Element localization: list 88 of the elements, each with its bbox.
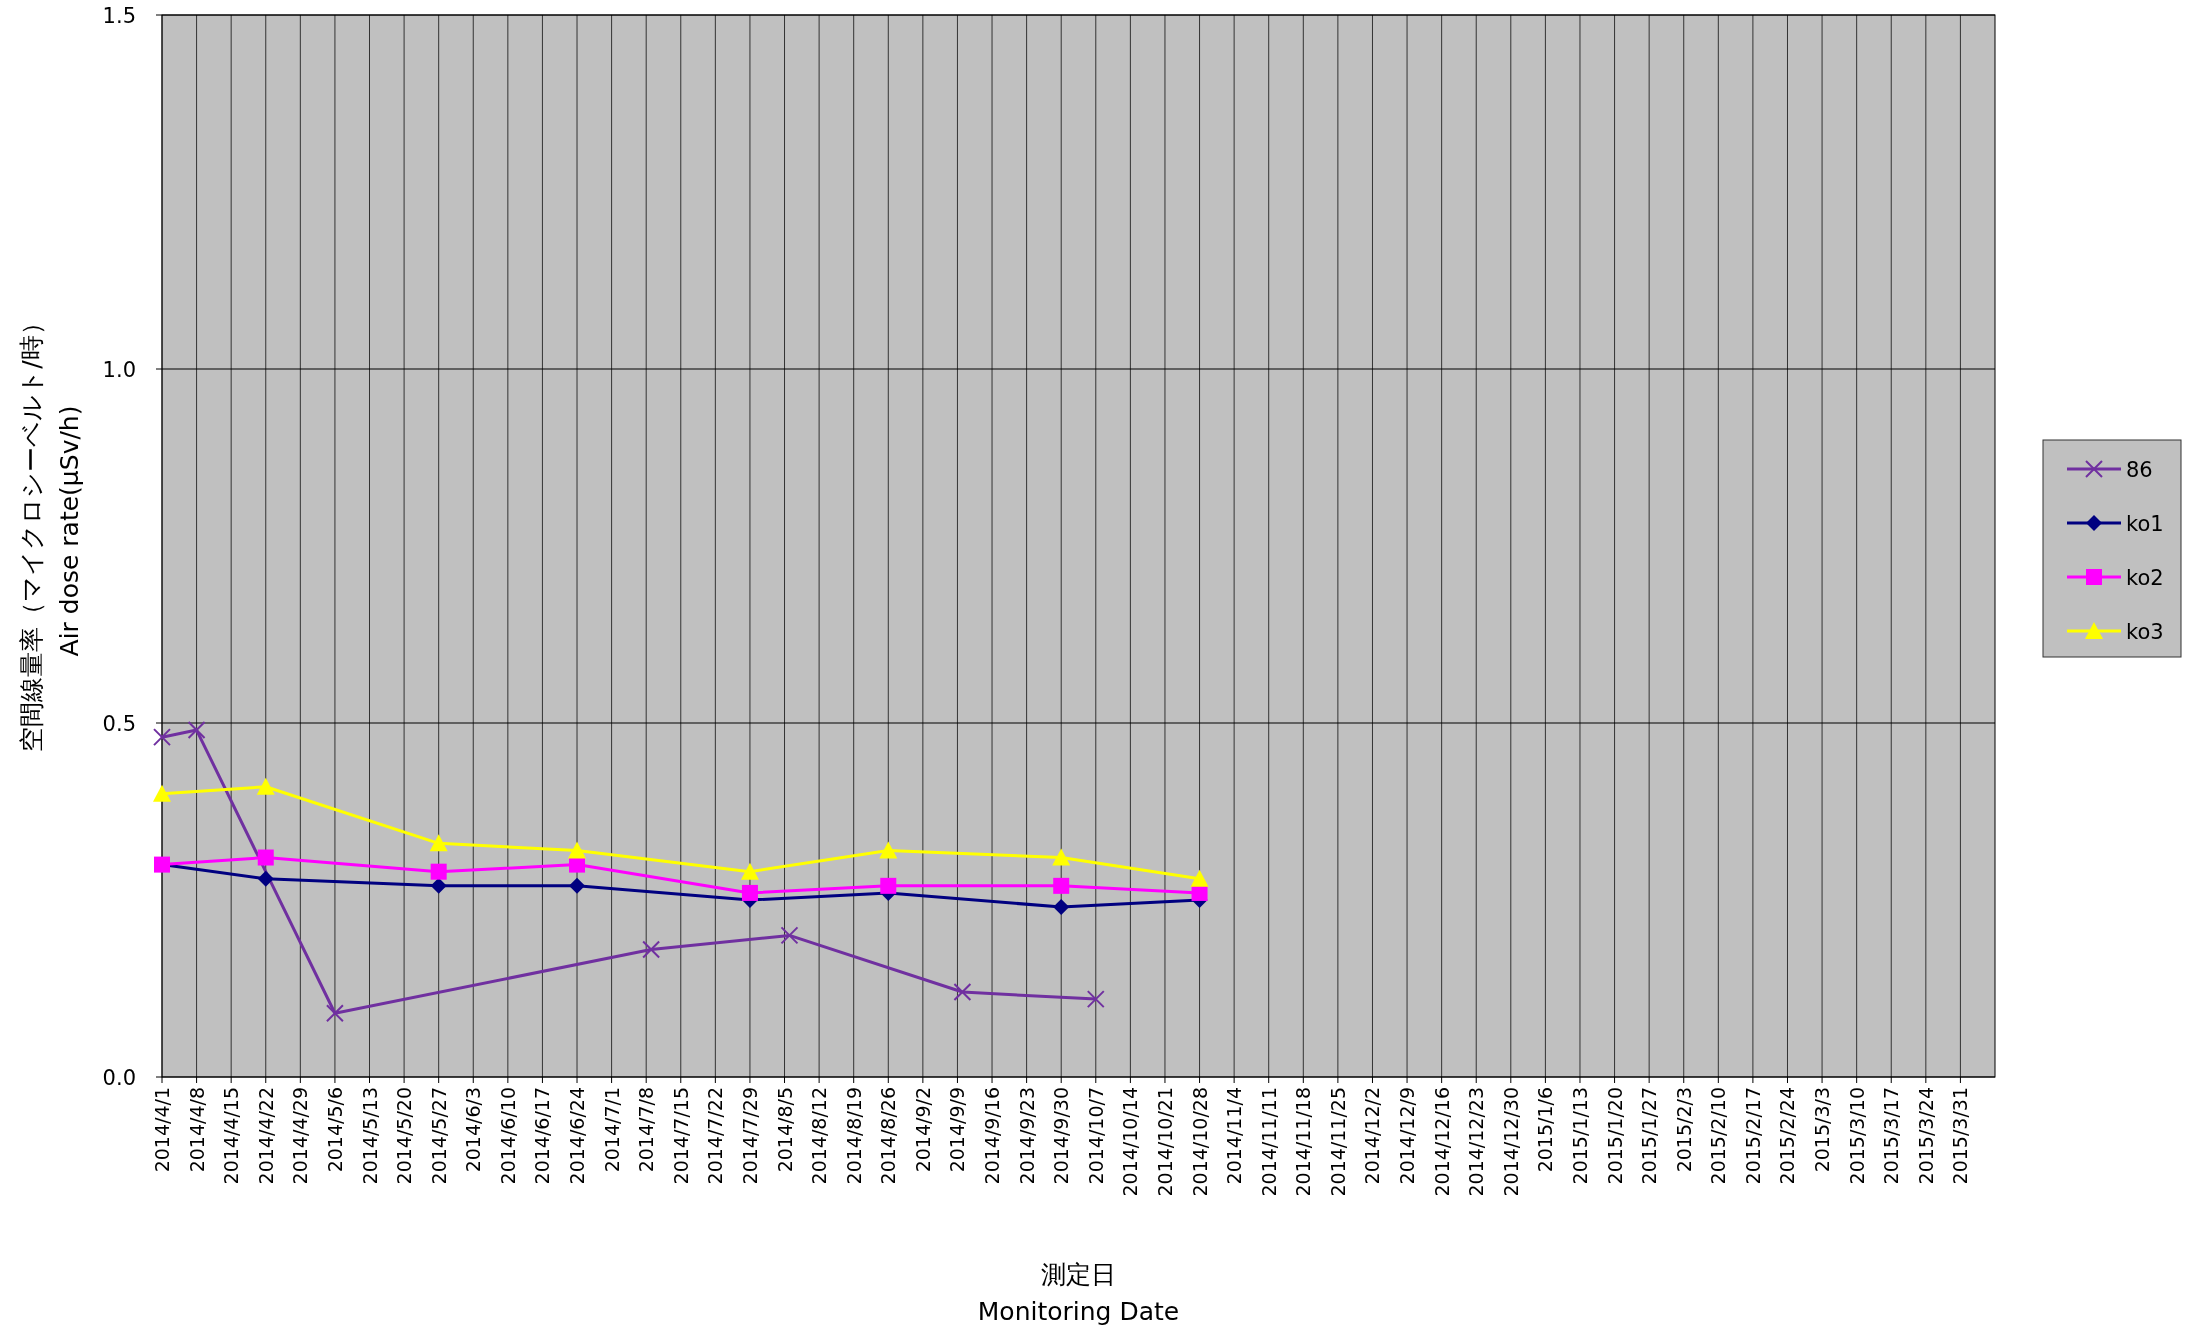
x-tick-label: 2014/12/30 [1499,1087,1522,1197]
x-tick-label: 2015/3/17 [1880,1087,1903,1185]
x-tick-label: 2015/2/24 [1776,1087,1799,1185]
point [568,841,587,859]
x-tick-label: 2015/1/6 [1534,1087,1557,1173]
x-tick-label: 2014/8/5 [773,1087,796,1173]
x-tick-label: 2014/9/9 [946,1087,969,1173]
x-tick-label: 2015/1/27 [1638,1087,1661,1185]
x-tick-label: 2014/12/16 [1430,1087,1453,1197]
x-tick-label: 2014/10/21 [1153,1087,1176,1197]
point [741,884,758,901]
x-tick-label: 2014/11/25 [1326,1087,1349,1197]
point [1190,869,1209,887]
x-tick-label: 2014/4/15 [220,1087,243,1185]
x-tick-label: 2015/1/13 [1568,1087,1591,1185]
x-tick-label: 2014/4/1 [151,1087,173,1173]
point [1086,990,1105,1009]
point [430,877,447,894]
y-tick-label: 0.0 [102,1066,136,1090]
point [257,849,274,866]
point [153,728,171,747]
point [880,877,897,894]
point [953,983,972,1002]
x-tick-label: 2014/9/23 [1015,1087,1038,1185]
x-tick-label: 2014/6/10 [496,1087,519,1185]
point [569,856,586,873]
x-tick-label: 2014/7/1 [600,1087,623,1173]
point [430,863,447,880]
point [153,784,171,802]
x-tick-label: 2014/5/13 [358,1087,381,1185]
x-tick-label: 2014/9/16 [981,1087,1004,1185]
x-tick-label: 2015/2/10 [1707,1087,1730,1185]
point [325,1004,344,1023]
point [429,834,448,852]
x-tick-label: 2014/8/19 [842,1087,865,1185]
point [256,777,275,795]
x-tick-label: 2014/9/30 [1050,1087,1073,1185]
legend-label: ko3 [2126,620,2164,644]
y-axis-title: 空間線量率（マイクロシーベルト/時） Air dose rate(μSv/h) [17,310,84,752]
x-tick-label: 2014/7/8 [635,1087,658,1173]
point [780,926,799,945]
point [187,721,206,740]
legend-label: 86 [2126,458,2153,482]
x-tick-label: 2014/9/2 [911,1087,934,1173]
x-tick-label: 2014/10/28 [1188,1087,1211,1197]
x-axis-title: 測定日 Monitoring Date [977,1260,1180,1326]
point [1053,877,1070,894]
x-tick-label: 2014/4/22 [254,1087,277,1185]
y-tick-label: 0.5 [102,712,136,736]
x-tick-label: 2014/6/24 [566,1087,589,1185]
x-tick-label: 2015/2/17 [1741,1087,1764,1185]
x-tick-label: 2015/3/3 [1811,1087,1834,1173]
x-tick-label: 2014/7/29 [738,1087,761,1185]
point [740,862,759,880]
x-tick-label: 2015/3/24 [1914,1087,1937,1185]
x-tick-label: 2014/5/20 [393,1087,416,1185]
x-tick-label: 2014/11/18 [1292,1087,1315,1197]
x-tick-label: 2014/12/23 [1465,1087,1488,1197]
point [642,940,661,959]
x-tick-label: 2014/10/14 [1119,1087,1142,1197]
x-tick-label: 2014/8/12 [808,1087,831,1185]
point [1053,899,1070,916]
point [569,877,586,894]
x-tick-label: 2015/2/3 [1672,1087,1695,1173]
x-tick-label: 2015/3/10 [1845,1087,1868,1185]
x-tick-label: 2014/12/9 [1396,1087,1419,1185]
x-tick-label: 2014/7/15 [669,1087,692,1185]
x-tick-label: 2014/5/6 [323,1087,346,1173]
x-tick-label: 2014/5/27 [427,1087,450,1185]
y-tick-label: 1.5 [102,4,136,28]
legend-label: ko2 [2126,566,2164,590]
x-tick-label: 2014/6/17 [531,1087,554,1185]
x-tick-label: 2014/11/4 [1223,1087,1246,1185]
x-tick-label: 2014/7/22 [704,1087,727,1185]
x-tick-label: 2014/4/8 [185,1087,208,1173]
x-tick-label: 2014/4/29 [289,1087,312,1185]
point [257,870,274,887]
x-tick-label: 2014/11/11 [1257,1087,1280,1197]
x-tick-label: 2014/8/26 [877,1087,900,1185]
point [1052,848,1071,866]
legend-label: ko1 [2126,512,2164,536]
x-tick-label: 2014/10/7 [1084,1087,1107,1185]
y-tick-label: 1.0 [102,358,136,382]
point [879,841,898,859]
x-tick-label: 2014/6/3 [462,1087,485,1173]
x-tick-label: 2015/1/20 [1603,1087,1626,1185]
x-tick-label: 2015/3/31 [1949,1087,1972,1185]
x-tick-label: 2014/12/2 [1361,1087,1384,1185]
